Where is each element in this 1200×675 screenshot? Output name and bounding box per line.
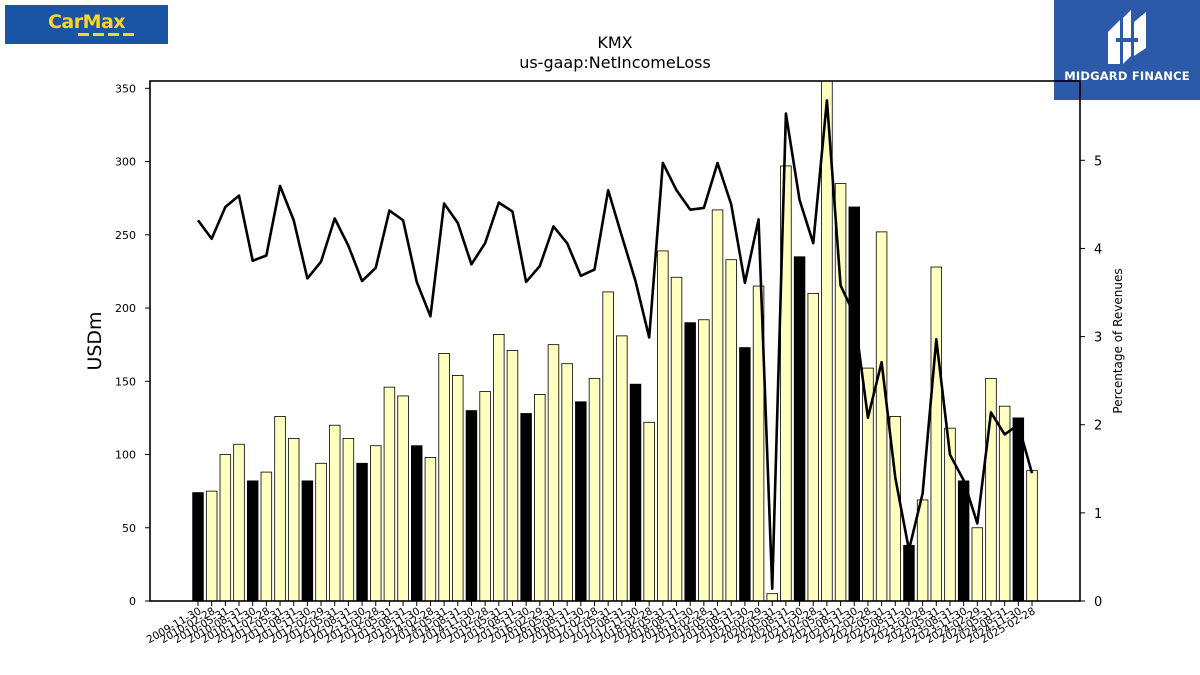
y2-tick-label: 0 — [1094, 595, 1102, 610]
bar-2016-02-29 — [534, 394, 546, 602]
bar-2018-05-31 — [657, 250, 669, 602]
bar-2021-11-30 — [848, 206, 860, 602]
bar-2011-02-28 — [260, 471, 273, 602]
bar-2017-02-28 — [588, 377, 601, 602]
y2-tick-label: 2 — [1094, 419, 1102, 434]
bar-2016-11-30 — [575, 401, 587, 602]
y-tick-label: 100 — [115, 449, 136, 462]
y2-axis: 0 1 2 3 4 5 — [1080, 154, 1102, 610]
bar-2014-02-28 — [424, 457, 437, 602]
midgard-logo-icon — [1108, 10, 1146, 64]
x-axis: 2009-11-302010-02-282010-05-312010-08-31… — [145, 601, 1038, 646]
y2-tick-label: 4 — [1094, 242, 1102, 257]
bar-2019-11-30 — [739, 347, 751, 602]
bar-2018-11-30 — [684, 322, 696, 602]
bar-2010-02-28 — [205, 490, 218, 602]
bar-2015-02-28 — [479, 391, 491, 602]
bar-2011-08-31 — [287, 438, 300, 602]
bar-2024-11-30 — [1012, 417, 1025, 602]
bar-2025-02-28 — [1026, 470, 1038, 602]
bar-2011-11-30 — [301, 480, 314, 602]
y-tick-label: 0 — [129, 595, 136, 608]
chart-subtitle: us-gaap:NetIncomeLoss — [519, 53, 711, 72]
bar-2014-11-30 — [465, 410, 478, 602]
chart-title: KMX — [597, 33, 632, 52]
bar-2017-08-31 — [616, 335, 628, 602]
bar-2018-08-31 — [670, 276, 683, 602]
bar-2015-05-31 — [493, 334, 505, 602]
y2-tick-label: 5 — [1094, 154, 1102, 169]
bar-2013-05-31 — [383, 386, 396, 602]
bar-2022-05-31 — [875, 231, 888, 602]
y2-tick-label: 3 — [1094, 331, 1102, 346]
bar-2023-02-28 — [916, 499, 929, 602]
bar-2015-11-30 — [520, 413, 532, 602]
y-tick-label: 250 — [115, 229, 136, 242]
bar-2017-11-30 — [629, 383, 642, 602]
bar-2018-02-28 — [643, 421, 655, 602]
bar-2013-08-31 — [397, 395, 409, 602]
bar-2015-08-31 — [506, 350, 519, 602]
bar-2012-11-30 — [356, 462, 368, 602]
bar-2010-08-31 — [233, 443, 245, 602]
midgard-logo-text: MIDGARD FINANCE — [1064, 69, 1190, 83]
bar-2012-05-31 — [328, 424, 341, 602]
bar-2023-05-31 — [930, 266, 943, 602]
bar-2019-02-28 — [698, 319, 710, 602]
y-tick-label: 350 — [115, 82, 136, 95]
y-tick-label: 200 — [115, 302, 136, 315]
bar-2016-08-31 — [561, 363, 573, 602]
y-tick-label: 150 — [115, 375, 136, 388]
bar-2009-11-30 — [192, 492, 204, 602]
bar-2019-05-31 — [711, 209, 724, 602]
bar-2023-11-30 — [957, 480, 970, 602]
bar-2024-02-29 — [971, 527, 984, 602]
y2-axis-label: Percentage of Revenues — [1111, 268, 1125, 413]
bar-2010-11-30 — [246, 480, 259, 602]
bar-2020-11-30 — [793, 256, 806, 602]
midgard-finance-logo: MIDGARD FINANCE — [1054, 0, 1200, 100]
percentage-line-series — [196, 99, 1034, 590]
y2-tick-label: 1 — [1094, 507, 1102, 522]
bar-2012-08-31 — [342, 438, 355, 602]
bar-2014-08-31 — [452, 375, 464, 602]
y-axis: 0 50 100 150 200 250 300 350 — [115, 82, 150, 608]
bar-2017-05-31 — [602, 291, 614, 602]
bar-2013-11-30 — [411, 445, 423, 602]
y-axis-label: USDm — [84, 311, 106, 370]
bar-2020-05-31 — [766, 593, 778, 602]
plot-frame — [149, 80, 1081, 602]
bar-2013-02-28 — [370, 445, 382, 602]
carmax-logo-text: CarMax — [47, 11, 126, 33]
bar-2012-02-29 — [315, 462, 327, 602]
bar-2021-02-28 — [807, 292, 819, 602]
bar-2010-05-31 — [219, 454, 232, 602]
percentage-line — [196, 99, 1034, 590]
bar-2019-08-31 — [725, 259, 737, 602]
carmax-logo: CarMax — [5, 5, 168, 44]
bar-2022-11-30 — [903, 544, 915, 602]
carmax-logo-dashes — [77, 33, 134, 36]
y-tick-label: 50 — [122, 522, 136, 535]
bar-2016-05-31 — [547, 344, 560, 602]
bar-2011-05-31 — [274, 416, 286, 602]
y-tick-label: 300 — [115, 156, 136, 169]
bar-series — [192, 80, 1038, 602]
bar-2014-05-31 — [438, 353, 450, 602]
